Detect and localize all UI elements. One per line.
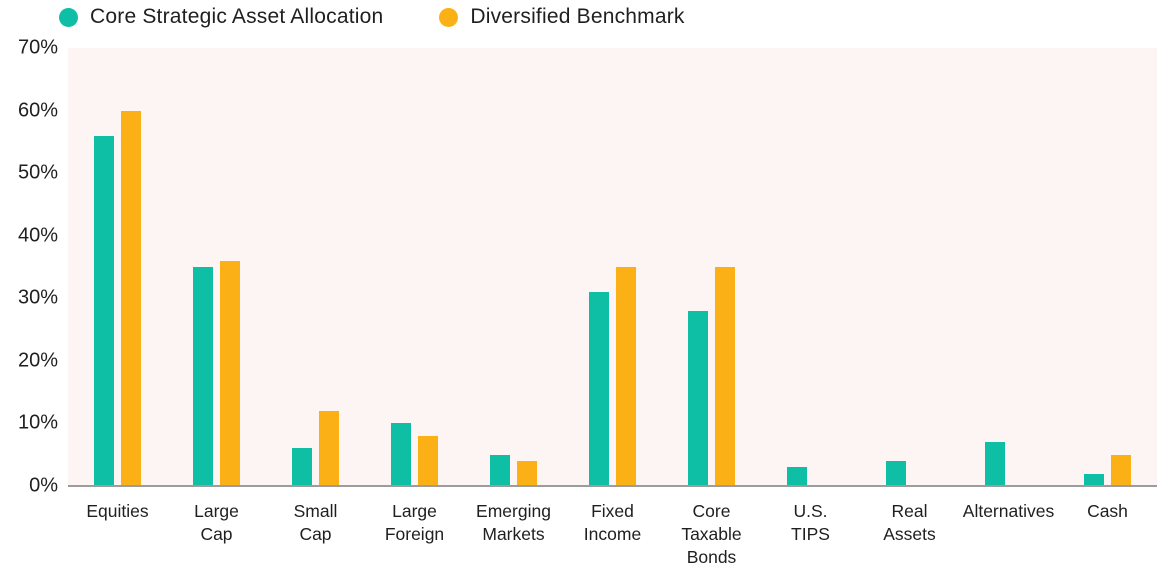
bar xyxy=(193,267,213,486)
bar xyxy=(292,448,312,486)
x-axis-label: Emerging Markets xyxy=(476,501,551,544)
bar-group xyxy=(464,48,563,486)
legend-item-diversified-benchmark: Diversified Benchmark xyxy=(439,5,684,29)
bar-group xyxy=(266,48,365,486)
x-axis-label: Alternatives xyxy=(962,501,1055,521)
legend-label-core-strategic: Core Strategic Asset Allocation xyxy=(90,5,384,28)
bar xyxy=(517,460,537,486)
bar-group xyxy=(365,48,464,486)
bar xyxy=(391,423,411,486)
bar-group xyxy=(761,48,860,486)
bar xyxy=(319,410,339,486)
x-axis-label: Real Assets xyxy=(883,501,936,544)
legend-label-diversified-benchmark: Diversified Benchmark xyxy=(470,5,685,28)
x-axis-label: Cash xyxy=(1087,501,1128,521)
bar xyxy=(616,267,636,486)
x-axis-label: U.S. TIPS xyxy=(791,501,830,544)
bar-group xyxy=(563,48,662,486)
bars-container xyxy=(68,48,1157,486)
x-axis-label: Large Foreign xyxy=(384,501,445,544)
bar-group xyxy=(662,48,761,486)
x-axis-labels: Equities Large Cap Small Cap Large Foreign E… xyxy=(68,500,1157,568)
bar xyxy=(1084,473,1104,486)
y-tick-label: 10% xyxy=(17,411,58,434)
x-axis-label: Large Cap xyxy=(194,501,239,544)
y-tick-label: 70% xyxy=(17,36,58,59)
x-axis-label: Small Cap xyxy=(293,501,338,544)
y-tick-label: 40% xyxy=(17,224,58,247)
bar xyxy=(1111,454,1131,486)
legend-dot-core-strategic-icon xyxy=(59,7,78,27)
legend-item-core-strategic: Core Strategic Asset Allocation xyxy=(59,5,383,29)
y-tick-label: 30% xyxy=(17,286,58,309)
bar xyxy=(985,442,1005,486)
bar xyxy=(688,310,708,486)
x-axis-line xyxy=(68,485,1157,487)
bar xyxy=(121,110,141,486)
y-tick-label: 0% xyxy=(29,474,58,497)
bar xyxy=(94,135,114,486)
bar-group xyxy=(959,48,1058,486)
x-axis-label: Equities xyxy=(86,501,149,521)
y-tick-label: 50% xyxy=(17,161,58,184)
bar-group xyxy=(68,48,167,486)
chart-legend: Core Strategic Asset Allocation Diversif… xyxy=(59,5,685,29)
x-axis-label: Fixed Income xyxy=(583,501,642,544)
bar-group xyxy=(860,48,959,486)
bar xyxy=(715,267,735,486)
y-axis-tick-labels: 70% 60% 50% 40% 30% 20% 10% 0% xyxy=(0,37,58,497)
bar-group xyxy=(167,48,266,486)
plot-area xyxy=(68,48,1157,487)
bar xyxy=(787,467,807,486)
y-tick-label: 20% xyxy=(17,349,58,372)
bar xyxy=(220,260,240,486)
bar-group xyxy=(1058,48,1157,486)
bar xyxy=(589,292,609,486)
bar xyxy=(490,454,510,486)
bar xyxy=(418,435,438,486)
x-axis-label: Core Taxable Bonds xyxy=(681,501,742,567)
bar xyxy=(886,460,906,486)
y-tick-label: 60% xyxy=(17,99,58,122)
legend-dot-diversified-benchmark-icon xyxy=(439,7,459,27)
